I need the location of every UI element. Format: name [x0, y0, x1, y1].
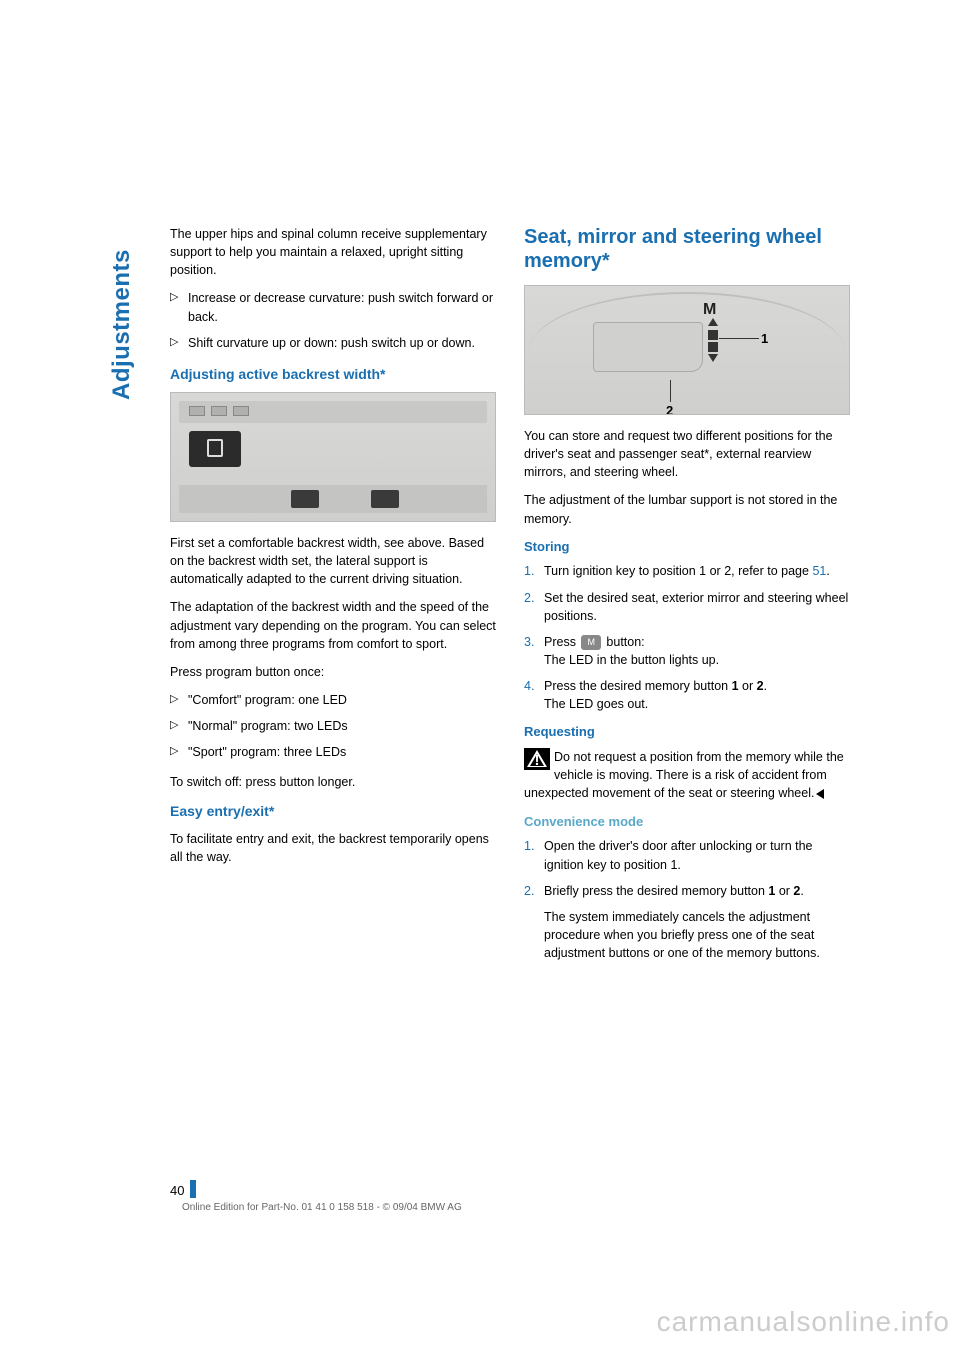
paragraph-press-once: Press program button once:: [170, 663, 496, 681]
figure-memory-buttons: M 1 2: [524, 285, 850, 415]
page-number-bar: [190, 1180, 196, 1198]
step-text: or: [739, 679, 757, 693]
end-marker-icon: [816, 789, 824, 799]
warning-text: Do not request a position from the memor…: [524, 750, 844, 800]
heading-requesting: Requesting: [524, 723, 850, 742]
heading-easy-entry: Easy entry/exit*: [170, 801, 496, 821]
page-content: The upper hips and spinal column receive…: [170, 225, 850, 972]
convenience-steps-list: Open the driver's door after unlocking o…: [524, 837, 850, 962]
step-text: The LED goes out.: [544, 697, 648, 711]
paragraph-memory-intro-2: The adjustment of the lumbar support is …: [524, 491, 850, 527]
warning-icon: [524, 748, 550, 770]
step-text: Press: [544, 635, 579, 649]
section-side-label: Adjustments: [108, 249, 136, 400]
curvature-bullet-list: Increase or decrease curvature: push swi…: [170, 289, 496, 351]
bullet-item: Shift curvature up or down: push switch …: [170, 334, 496, 352]
list-item: Press the desired memory button 1 or 2. …: [524, 677, 850, 713]
list-item: Set the desired seat, exterior mirror an…: [524, 589, 850, 625]
step-note: The system immediately cancels the adjus…: [544, 908, 850, 962]
figure-backrest-controls: [170, 392, 496, 522]
m-button-icon: M: [581, 635, 601, 650]
right-column: Seat, mirror and steering wheel memory* …: [524, 225, 850, 972]
step-text: button:: [603, 635, 645, 649]
warning-paragraph: Do not request a position from the memor…: [524, 748, 850, 802]
paragraph-backrest-2: The adaptation of the backrest width and…: [170, 598, 496, 652]
list-item: Press M button: The LED in the button li…: [524, 633, 850, 669]
step-text: .: [764, 679, 767, 693]
intro-paragraph: The upper hips and spinal column receive…: [170, 225, 496, 279]
page-number-box: 40: [170, 1180, 196, 1198]
bullet-item: "Normal" program: two LEDs: [170, 717, 496, 735]
paragraph-easy-entry: To facilitate entry and exit, the backre…: [170, 830, 496, 866]
paragraph-memory-intro-1: You can store and request two different …: [524, 427, 850, 481]
paragraph-backrest-1: First set a comfortable backrest width, …: [170, 534, 496, 588]
program-bullet-list: "Comfort" program: one LED "Normal" prog…: [170, 691, 496, 761]
step-text: or: [775, 884, 793, 898]
heading-storing: Storing: [524, 538, 850, 557]
step-text: Turn ignition key to position 1 or 2, re…: [544, 564, 812, 578]
figure-label-2: 2: [666, 402, 673, 415]
list-item: Open the driver's door after unlocking o…: [524, 837, 850, 873]
list-item: Briefly press the desired memory button …: [524, 882, 850, 963]
page-link[interactable]: 51: [812, 564, 826, 578]
bullet-item: "Comfort" program: one LED: [170, 691, 496, 709]
storing-steps-list: Turn ignition key to position 1 or 2, re…: [524, 562, 850, 713]
heading-seat-memory: Seat, mirror and steering wheel memory*: [524, 225, 850, 273]
watermark: carmanualsonline.info: [657, 1306, 950, 1338]
step-text: .: [826, 564, 829, 578]
bullet-item: "Sport" program: three LEDs: [170, 743, 496, 761]
step-text: Briefly press the desired memory button: [544, 884, 768, 898]
left-column: The upper hips and spinal column receive…: [170, 225, 496, 972]
bullet-item: Increase or decrease curvature: push swi…: [170, 289, 496, 325]
page-number: 40: [170, 1183, 190, 1198]
bold-number: 1: [732, 679, 739, 693]
step-text: Press the desired memory button: [544, 679, 732, 693]
paragraph-switch-off: To switch off: press button longer.: [170, 773, 496, 791]
step-text: .: [800, 884, 803, 898]
footer-text: Online Edition for Part-No. 01 41 0 158 …: [182, 1202, 462, 1213]
heading-convenience-mode: Convenience mode: [524, 813, 850, 832]
step-text: The LED in the button lights up.: [544, 653, 719, 667]
figure-label-1: 1: [761, 330, 768, 349]
list-item: Turn ignition key to position 1 or 2, re…: [524, 562, 850, 580]
bold-number: 2: [757, 679, 764, 693]
heading-backrest-width: Adjusting active backrest width*: [170, 364, 496, 384]
